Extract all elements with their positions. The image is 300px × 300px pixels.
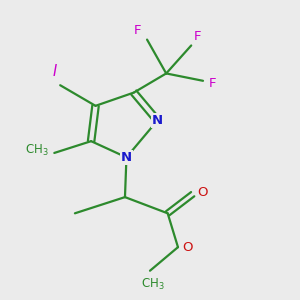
Text: O: O	[197, 186, 208, 199]
Text: CH$_3$: CH$_3$	[25, 142, 48, 158]
Text: N: N	[152, 114, 163, 127]
Text: I: I	[53, 64, 57, 79]
Text: O: O	[182, 241, 193, 254]
Text: CH$_3$: CH$_3$	[141, 277, 165, 292]
Text: F: F	[194, 29, 202, 43]
Text: F: F	[209, 77, 216, 90]
Text: N: N	[121, 151, 132, 164]
Text: F: F	[134, 24, 141, 37]
